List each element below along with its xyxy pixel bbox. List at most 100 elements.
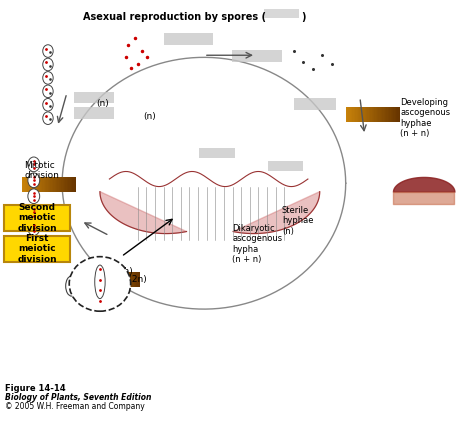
Bar [57, 176, 59, 192]
Bar [362, 107, 364, 123]
Bar [60, 176, 61, 192]
Bar [67, 176, 68, 192]
Bar [29, 176, 30, 192]
Bar [73, 176, 75, 192]
Bar [105, 272, 107, 287]
Bar [109, 272, 110, 287]
Text: (n): (n) [143, 112, 156, 120]
Bar [61, 176, 63, 192]
Bar [134, 272, 135, 287]
Text: Second
meiotic
division: Second meiotic division [17, 203, 57, 232]
Bar [358, 107, 359, 123]
Bar [199, 148, 235, 158]
Bar [353, 107, 354, 123]
Bar [361, 107, 362, 123]
Bar [370, 107, 372, 123]
Bar [392, 107, 393, 123]
Bar [107, 272, 108, 287]
Bar [41, 176, 42, 192]
Bar [232, 50, 282, 61]
Bar [71, 176, 72, 192]
Bar [365, 107, 366, 123]
Bar [366, 107, 367, 123]
Bar [110, 272, 111, 287]
Bar [384, 107, 385, 123]
Bar [38, 176, 40, 192]
Bar [164, 33, 213, 45]
Bar [70, 176, 71, 192]
Bar [48, 176, 49, 192]
Bar [355, 107, 356, 123]
Bar [396, 107, 397, 123]
Bar [359, 107, 361, 123]
Bar [129, 272, 130, 287]
Circle shape [69, 257, 131, 311]
Bar [399, 107, 400, 123]
Bar [348, 107, 350, 123]
Bar [377, 107, 378, 123]
Bar [46, 176, 48, 192]
Bar [25, 176, 26, 192]
Bar [56, 176, 57, 192]
Bar [356, 107, 358, 123]
Ellipse shape [43, 72, 53, 84]
Bar [124, 272, 125, 287]
Bar [27, 176, 29, 192]
Bar [103, 272, 104, 287]
Bar [395, 107, 396, 123]
Bar [98, 272, 99, 287]
Text: Mitotic
division: Mitotic division [24, 161, 59, 180]
Bar [104, 272, 105, 287]
Bar [130, 272, 131, 287]
Bar [64, 176, 65, 192]
Bar [354, 107, 355, 123]
Ellipse shape [43, 99, 53, 111]
Bar [383, 107, 384, 123]
Ellipse shape [28, 205, 40, 219]
Bar [49, 176, 51, 192]
Bar [378, 107, 380, 123]
Bar [133, 272, 134, 287]
Text: Biology of Plants, Seventh Edition: Biology of Plants, Seventh Edition [5, 393, 152, 402]
Bar [37, 176, 38, 192]
Bar [4, 205, 70, 231]
Bar [125, 272, 127, 287]
Bar [123, 272, 124, 287]
Text: © 2005 W.H. Freeman and Company: © 2005 W.H. Freeman and Company [5, 402, 145, 410]
Bar [108, 272, 109, 287]
Bar [97, 272, 98, 287]
Bar [374, 107, 375, 123]
Bar [113, 272, 114, 287]
Bar [94, 272, 95, 287]
Bar [294, 98, 336, 110]
Ellipse shape [95, 265, 105, 298]
Bar [347, 107, 348, 123]
Bar [375, 107, 377, 123]
Bar [36, 176, 37, 192]
Ellipse shape [28, 221, 40, 235]
Ellipse shape [43, 112, 53, 125]
Bar [381, 107, 383, 123]
Text: Dikaryotic
ascogenous
hypha
(n + n): Dikaryotic ascogenous hypha (n + n) [232, 224, 283, 264]
Bar [380, 107, 381, 123]
Bar [389, 107, 391, 123]
Bar [40, 176, 41, 192]
Text: (n): (n) [96, 99, 109, 108]
Bar [386, 107, 388, 123]
Text: First
meiotic
division: First meiotic division [17, 234, 57, 264]
Bar [53, 176, 55, 192]
Bar [117, 272, 118, 287]
Bar [95, 272, 97, 287]
Bar [137, 272, 139, 287]
Bar [22, 176, 23, 192]
Bar [59, 176, 60, 192]
Bar [52, 176, 53, 192]
Bar [100, 272, 101, 287]
Text: Developing
ascogenous
hyphae
(n + n): Developing ascogenous hyphae (n + n) [400, 98, 450, 138]
Polygon shape [100, 192, 187, 234]
Bar [127, 272, 128, 287]
Bar [74, 107, 114, 119]
Bar [369, 107, 370, 123]
Bar [121, 272, 123, 287]
Bar [91, 272, 92, 287]
